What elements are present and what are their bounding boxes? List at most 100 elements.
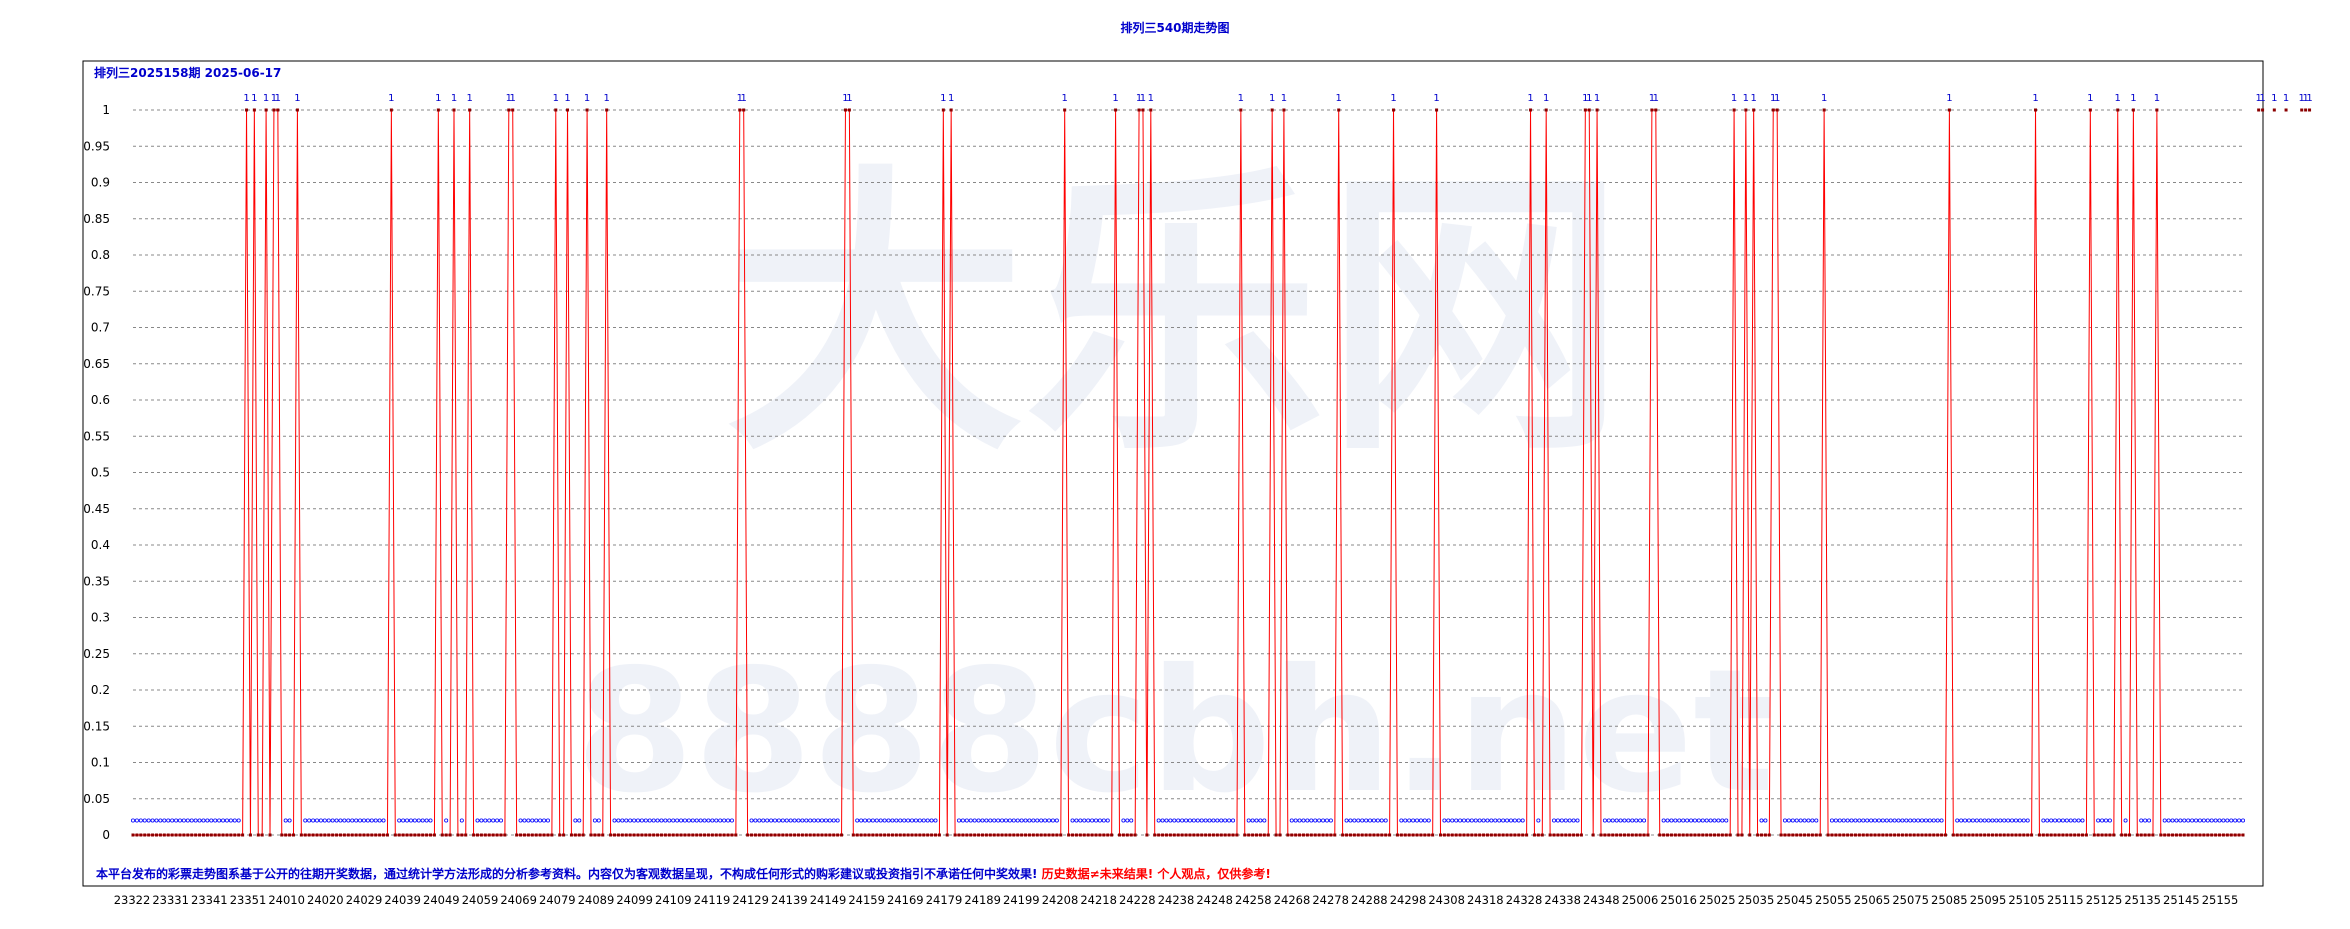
zero-marker	[569, 833, 573, 837]
zero-marker	[1701, 833, 1705, 837]
zero-marker	[1008, 833, 1012, 837]
zero-marker	[209, 833, 213, 837]
peak-label: 1	[2259, 93, 2265, 104]
zero-marker	[2080, 833, 2084, 837]
zero-marker	[194, 833, 198, 837]
baseline-marker	[1105, 818, 1110, 823]
zero-marker	[1086, 833, 1090, 837]
zero-marker	[1928, 833, 1932, 837]
baseline-marker	[428, 818, 433, 823]
baseline-marker	[534, 818, 539, 823]
baseline-marker	[769, 818, 774, 823]
baseline-marker	[823, 818, 828, 823]
baseline-marker	[2174, 818, 2179, 823]
peak-label: 1	[940, 93, 946, 104]
zero-marker	[620, 833, 624, 837]
zero-marker	[804, 833, 808, 837]
zero-marker	[284, 833, 288, 837]
peak-marker	[1822, 108, 1826, 112]
zero-marker	[1102, 833, 1106, 837]
peak-marker	[843, 108, 847, 112]
zero-marker	[1697, 833, 1701, 837]
baseline-marker	[224, 818, 229, 823]
zero-marker	[307, 833, 311, 837]
zero-marker	[1525, 833, 1529, 837]
baseline-marker	[1168, 818, 1173, 823]
zero-marker	[382, 833, 386, 837]
peak-marker	[1063, 108, 1067, 112]
zero-marker	[292, 833, 296, 837]
zero-marker	[448, 833, 452, 837]
baseline-marker	[1328, 818, 1333, 823]
zero-marker	[1145, 833, 1149, 837]
baseline-marker	[690, 818, 695, 823]
zero-marker	[2210, 833, 2214, 837]
zero-marker	[393, 833, 397, 837]
baseline-marker	[1215, 818, 1220, 823]
zero-marker	[542, 833, 546, 837]
baseline-marker	[1450, 818, 1455, 823]
zero-marker	[1838, 833, 1842, 837]
zero-marker	[1446, 833, 1450, 837]
zero-marker	[2030, 833, 2034, 837]
zero-marker	[1897, 833, 1901, 837]
zero-marker	[1513, 833, 1517, 837]
peak-marker	[507, 108, 511, 112]
baseline-marker	[221, 818, 226, 823]
zero-marker	[851, 833, 855, 837]
y-tick-label: 0.3	[91, 611, 110, 625]
zero-marker	[475, 833, 479, 837]
zero-marker	[1219, 833, 1223, 837]
baseline-marker	[1622, 818, 1627, 823]
zero-marker	[409, 833, 413, 837]
baseline-marker	[878, 818, 883, 823]
zero-marker	[2057, 833, 2061, 837]
zero-marker	[460, 833, 464, 837]
baseline-marker	[1223, 818, 1228, 823]
zero-marker	[1666, 833, 1670, 837]
baseline-marker	[1861, 818, 1866, 823]
peak-label: 1	[2087, 93, 2093, 104]
zero-marker	[151, 833, 155, 837]
baseline-marker	[1806, 818, 1811, 823]
zero-marker	[812, 833, 816, 837]
baseline-marker	[620, 818, 625, 823]
zero-marker	[1020, 833, 1024, 837]
zero-marker	[597, 833, 601, 837]
baseline-marker	[1563, 818, 1568, 823]
zero-marker	[1756, 833, 1760, 837]
zero-marker	[346, 833, 350, 837]
zero-marker	[883, 833, 887, 837]
zero-marker	[1153, 833, 1157, 837]
zero-marker	[1889, 833, 1893, 837]
baseline-marker	[1520, 818, 1525, 823]
baseline-marker	[381, 818, 386, 823]
zero-marker	[965, 833, 969, 837]
zero-marker	[1262, 833, 1266, 837]
zero-marker	[350, 833, 354, 837]
zero-marker	[887, 833, 891, 837]
peak-label: 1	[2032, 93, 2038, 104]
baseline-marker	[655, 818, 660, 823]
zero-marker	[2167, 833, 2171, 837]
zero-marker	[174, 833, 178, 837]
baseline-marker	[1536, 818, 1541, 823]
x-axis: 23322 23331 23341 23351 24010 24020 24029 24039…	[114, 893, 2239, 907]
zero-marker	[1885, 833, 1889, 837]
baseline-marker	[2240, 818, 2245, 823]
zero-marker	[385, 833, 389, 837]
zero-marker	[217, 833, 221, 837]
zero-marker	[648, 833, 652, 837]
zero-marker	[2065, 833, 2069, 837]
baseline-marker	[866, 818, 871, 823]
x-tick-label: 24119	[694, 893, 731, 907]
baseline-marker	[2147, 818, 2152, 823]
baseline-marker	[894, 818, 899, 823]
baseline-marker	[2166, 818, 2171, 823]
x-tick-label: 25135	[2124, 893, 2161, 907]
baseline-marker	[401, 818, 406, 823]
zero-marker	[198, 833, 202, 837]
zero-marker	[1857, 833, 1861, 837]
zero-marker	[147, 833, 151, 837]
baseline-marker	[1869, 818, 1874, 823]
